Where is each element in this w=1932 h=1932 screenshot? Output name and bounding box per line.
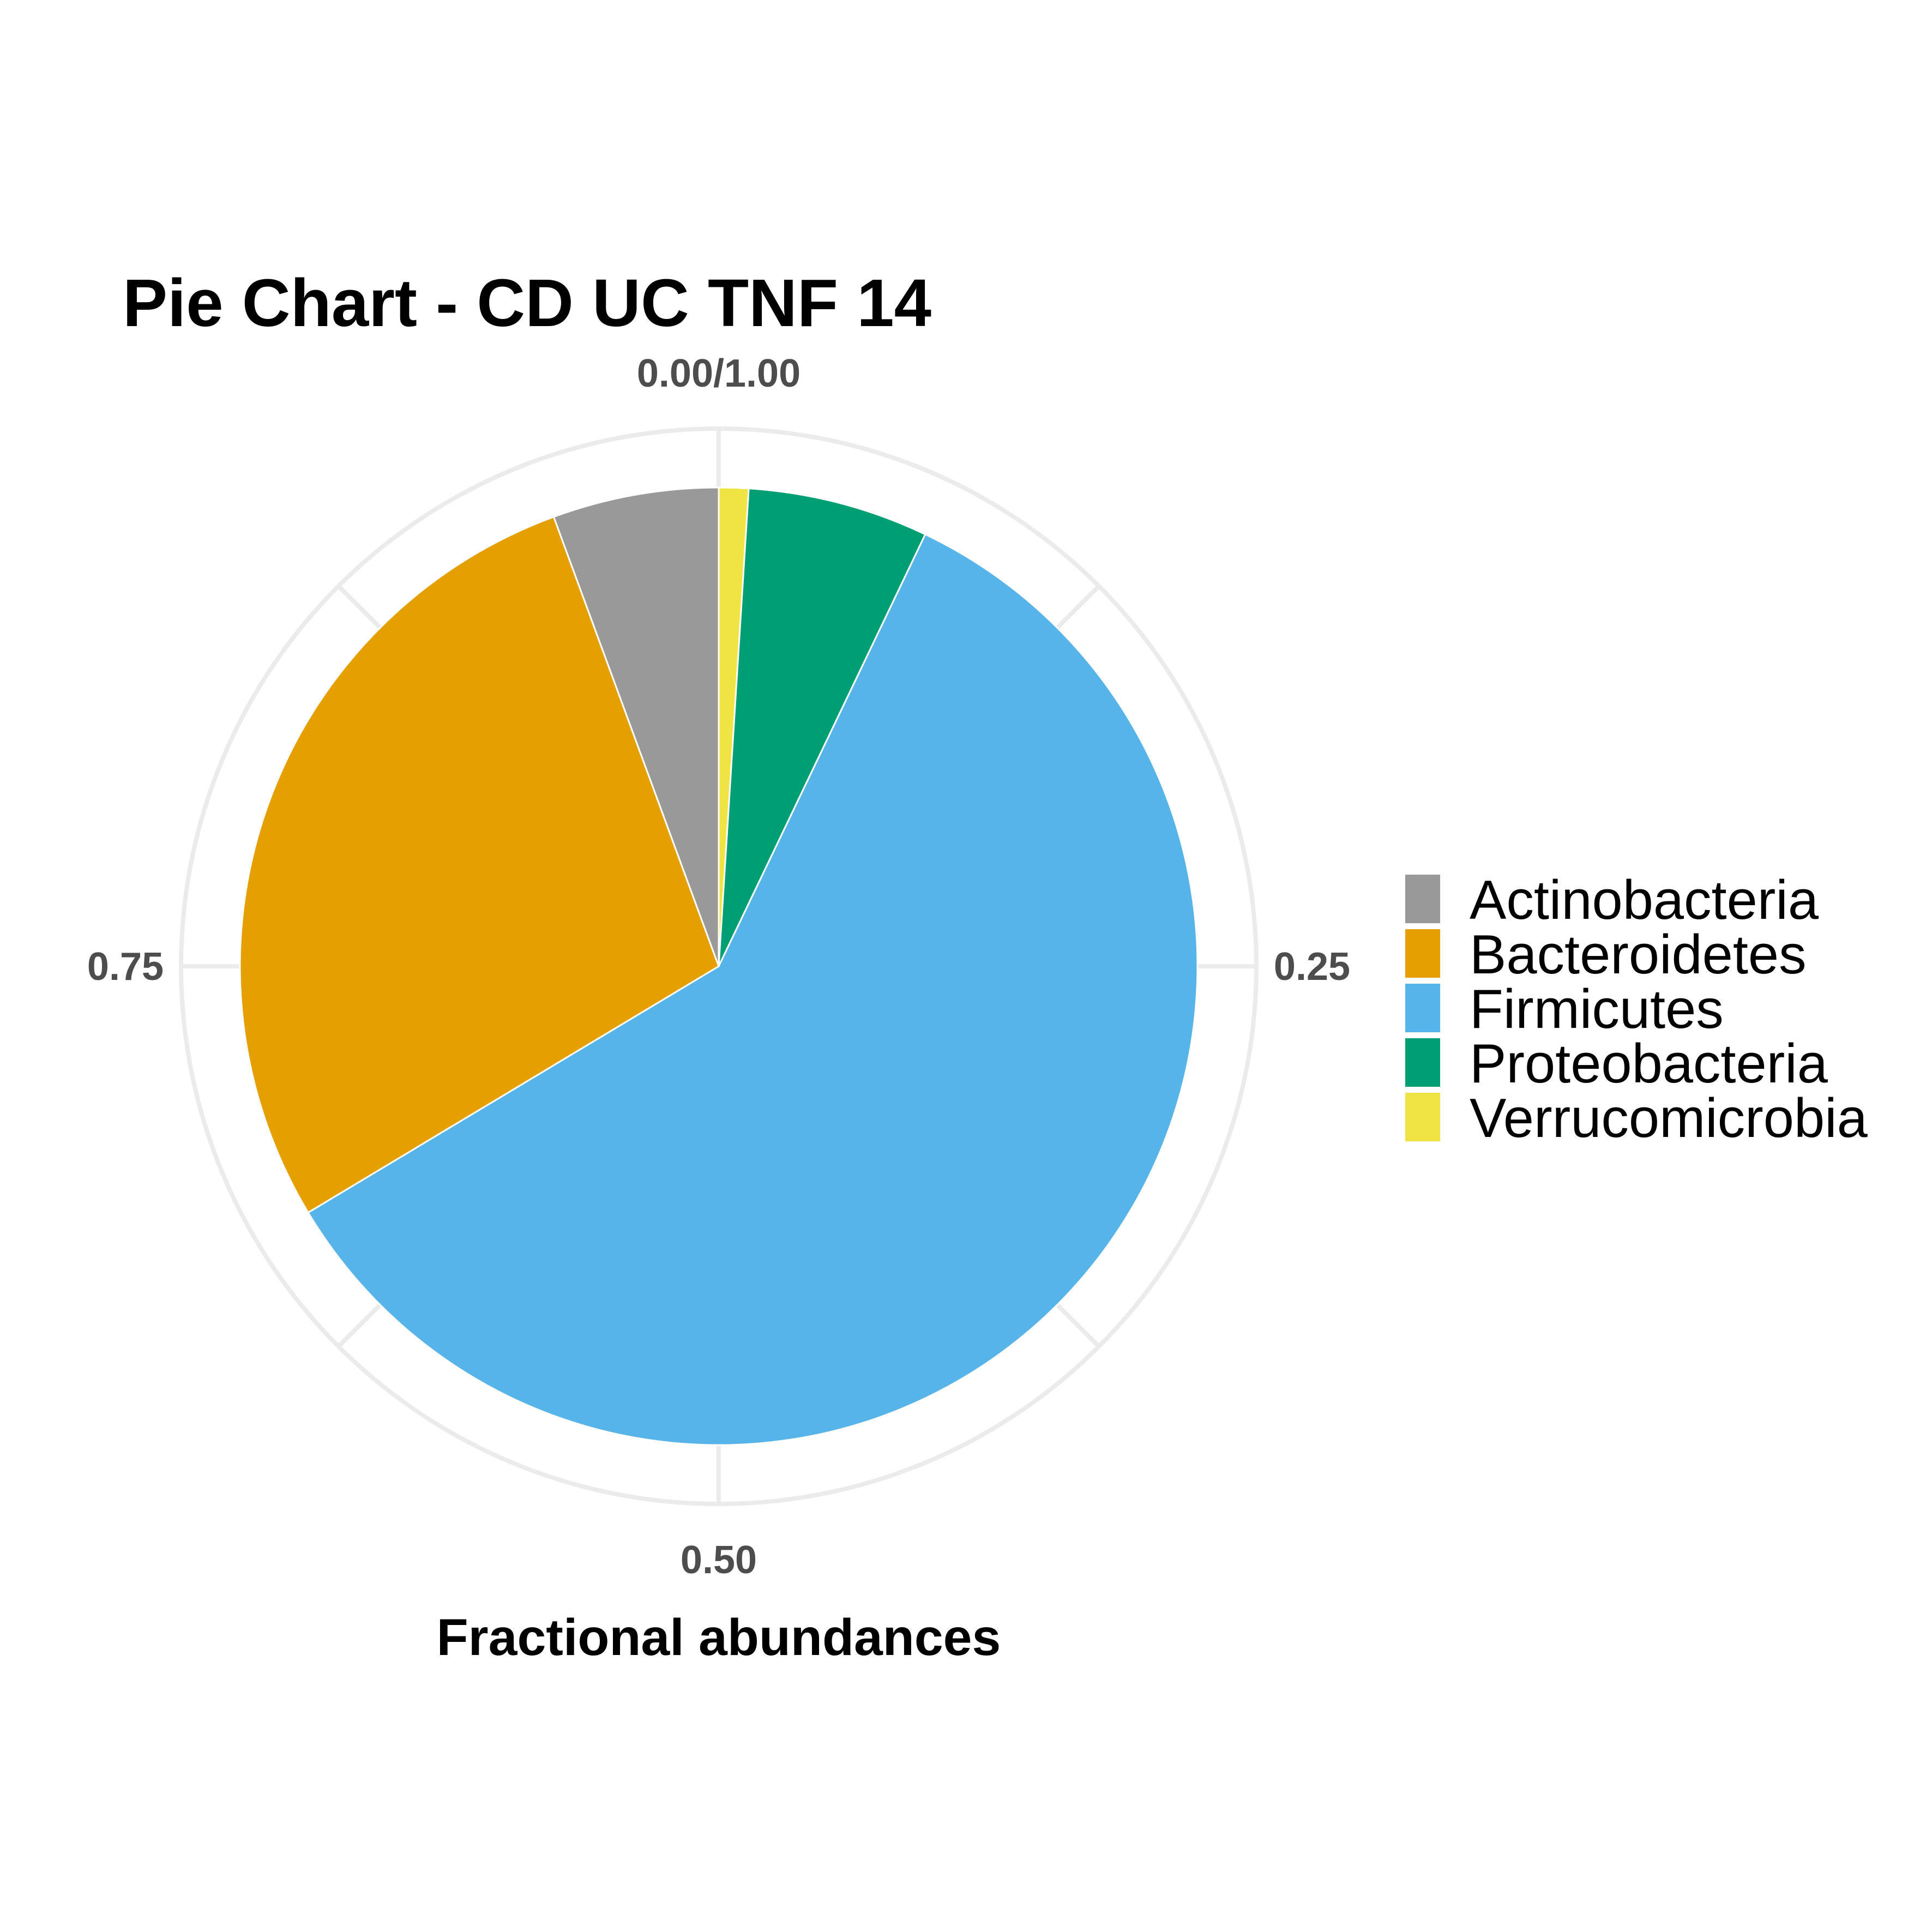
pie-slice-proteobacteria xyxy=(718,487,926,967)
x-axis-label: Fractional abundances xyxy=(437,1609,1001,1666)
legend-label: Verrucomicrobia xyxy=(1470,1088,1868,1149)
legend: ActinobacteriaBacteroidetesFirmicutesPro… xyxy=(1403,870,1868,1149)
legend-key xyxy=(1403,1036,1442,1089)
tick-label: 0.75 xyxy=(87,945,164,989)
pie-slice-bacteroidetes xyxy=(239,515,720,1214)
legend-key xyxy=(1403,1091,1442,1143)
pie-slices xyxy=(239,486,1199,1446)
tick-label: 0.25 xyxy=(1274,945,1350,989)
legend-key xyxy=(1403,872,1442,925)
legend-label: Firmicutes xyxy=(1470,979,1724,1040)
pie-slice-firmicutes xyxy=(307,533,1199,1446)
legend-label: Bacteroidetes xyxy=(1470,924,1807,985)
tick-labels: 0.00/1.00 0.25 0.50 0.75 xyxy=(87,352,1350,1582)
legend-label: Proteobacteria xyxy=(1470,1033,1828,1094)
tick-label: 0.50 xyxy=(681,1538,757,1582)
tick-label: 0.00/1.00 xyxy=(637,352,801,395)
pie-slice-actinobacteria xyxy=(552,486,720,967)
legend-key xyxy=(1403,927,1442,980)
legend-label: Actinobacteria xyxy=(1470,870,1819,931)
chart-title: Pie Chart - CD UC TNF 14 xyxy=(123,266,931,341)
legend-key xyxy=(1403,982,1442,1034)
